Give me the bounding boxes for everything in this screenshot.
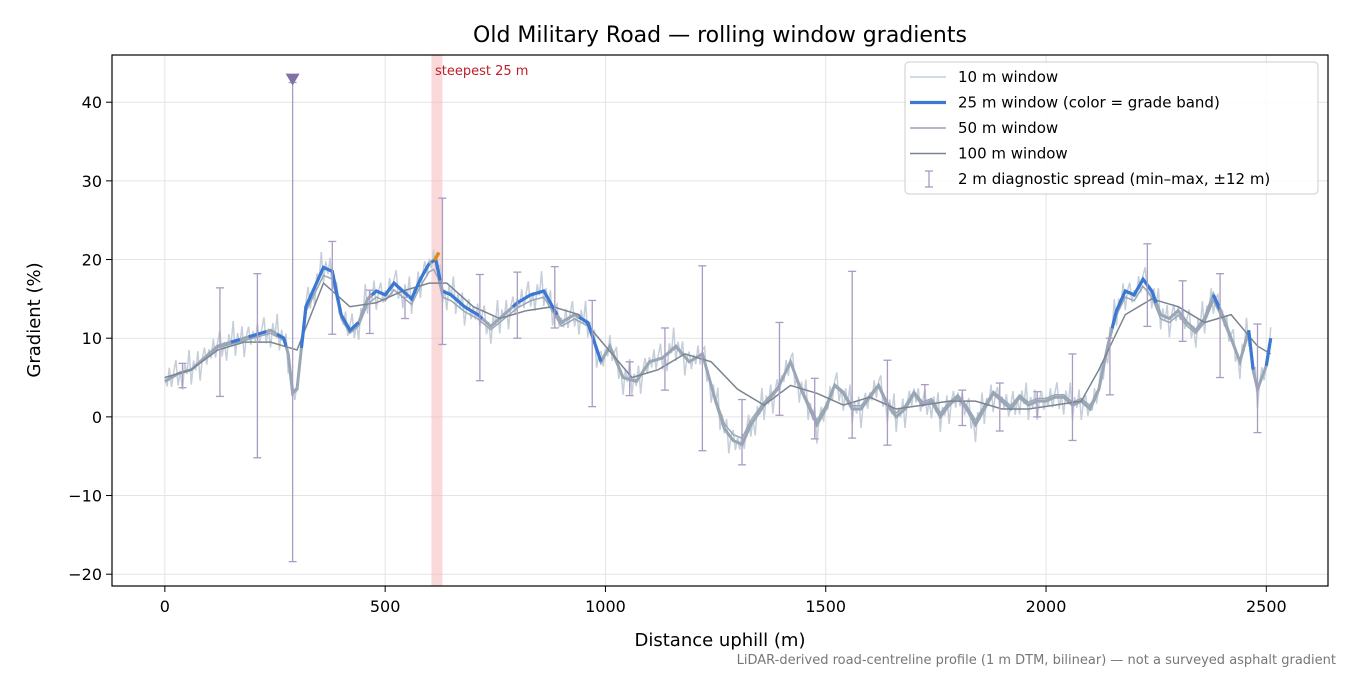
steepest-label: steepest 25 m: [435, 64, 528, 79]
legend-label-errorbar: 2 m diagnostic spread (min–max, ±12 m): [958, 170, 1270, 188]
y-tick-label: 20: [82, 251, 102, 270]
series-25m-band: [276, 332, 288, 347]
y-axis-label: Gradient (%): [24, 262, 45, 377]
steepest-segment: [432, 251, 441, 262]
y-tick-label: 30: [82, 172, 102, 191]
plot-frame: [111, 54, 1329, 587]
y-tick-label: −10: [68, 487, 102, 506]
legend: 10 m window 25 m window (color = grade ba…: [904, 61, 1319, 195]
series-25m-band: [441, 289, 484, 320]
y-tick-label: 40: [82, 93, 102, 112]
x-ticks: 0 500 1000 1500 2000 2500: [160, 586, 1287, 616]
series-25m-band: [1110, 276, 1158, 329]
x-tick-label: 2000: [1026, 597, 1067, 616]
series-25m-band: [299, 265, 360, 349]
series-100m: [164, 281, 1272, 410]
series-25m-band: [230, 337, 241, 344]
x-tick-label: 2500: [1246, 597, 1287, 616]
legend-label-w25: 25 m window (color = grade band): [958, 94, 1220, 112]
footnote: LiDAR-derived road-centreline profile (1…: [737, 653, 1336, 668]
x-tick-label: 1500: [805, 597, 846, 616]
y-tick-label: 10: [82, 329, 102, 348]
chart-title: Old Military Road — rolling window gradi…: [473, 23, 967, 48]
series-25m-band: [1247, 330, 1255, 370]
series-group: [164, 249, 1273, 454]
series-10m: [164, 249, 1272, 454]
x-tick-label: 0: [160, 597, 170, 616]
legend-label-w10: 10 m window: [958, 68, 1058, 86]
series-25m-band: [370, 262, 431, 302]
x-tick-label: 500: [370, 597, 401, 616]
steepest-highlight-band: [431, 55, 443, 586]
series-25m-band: [578, 315, 603, 363]
legend-label-w100: 100 m window: [958, 145, 1068, 163]
x-tick-label: 1000: [585, 597, 626, 616]
errorbar-group: [178, 73, 1262, 563]
series-25m-band: [1264, 337, 1273, 366]
y-ticks: −20 −10 0 10 20 30 40: [68, 93, 112, 584]
y-tick-label: −20: [68, 565, 102, 584]
legend-label-w50: 50 m window: [958, 119, 1058, 137]
outlier-marker: [285, 73, 300, 86]
series-25m-band: [1211, 294, 1222, 311]
series-25m-band: [511, 289, 559, 316]
legend-box: [904, 61, 1319, 195]
y-tick-label: 0: [92, 408, 102, 427]
x-axis-label: Distance uphill (m): [635, 630, 806, 651]
